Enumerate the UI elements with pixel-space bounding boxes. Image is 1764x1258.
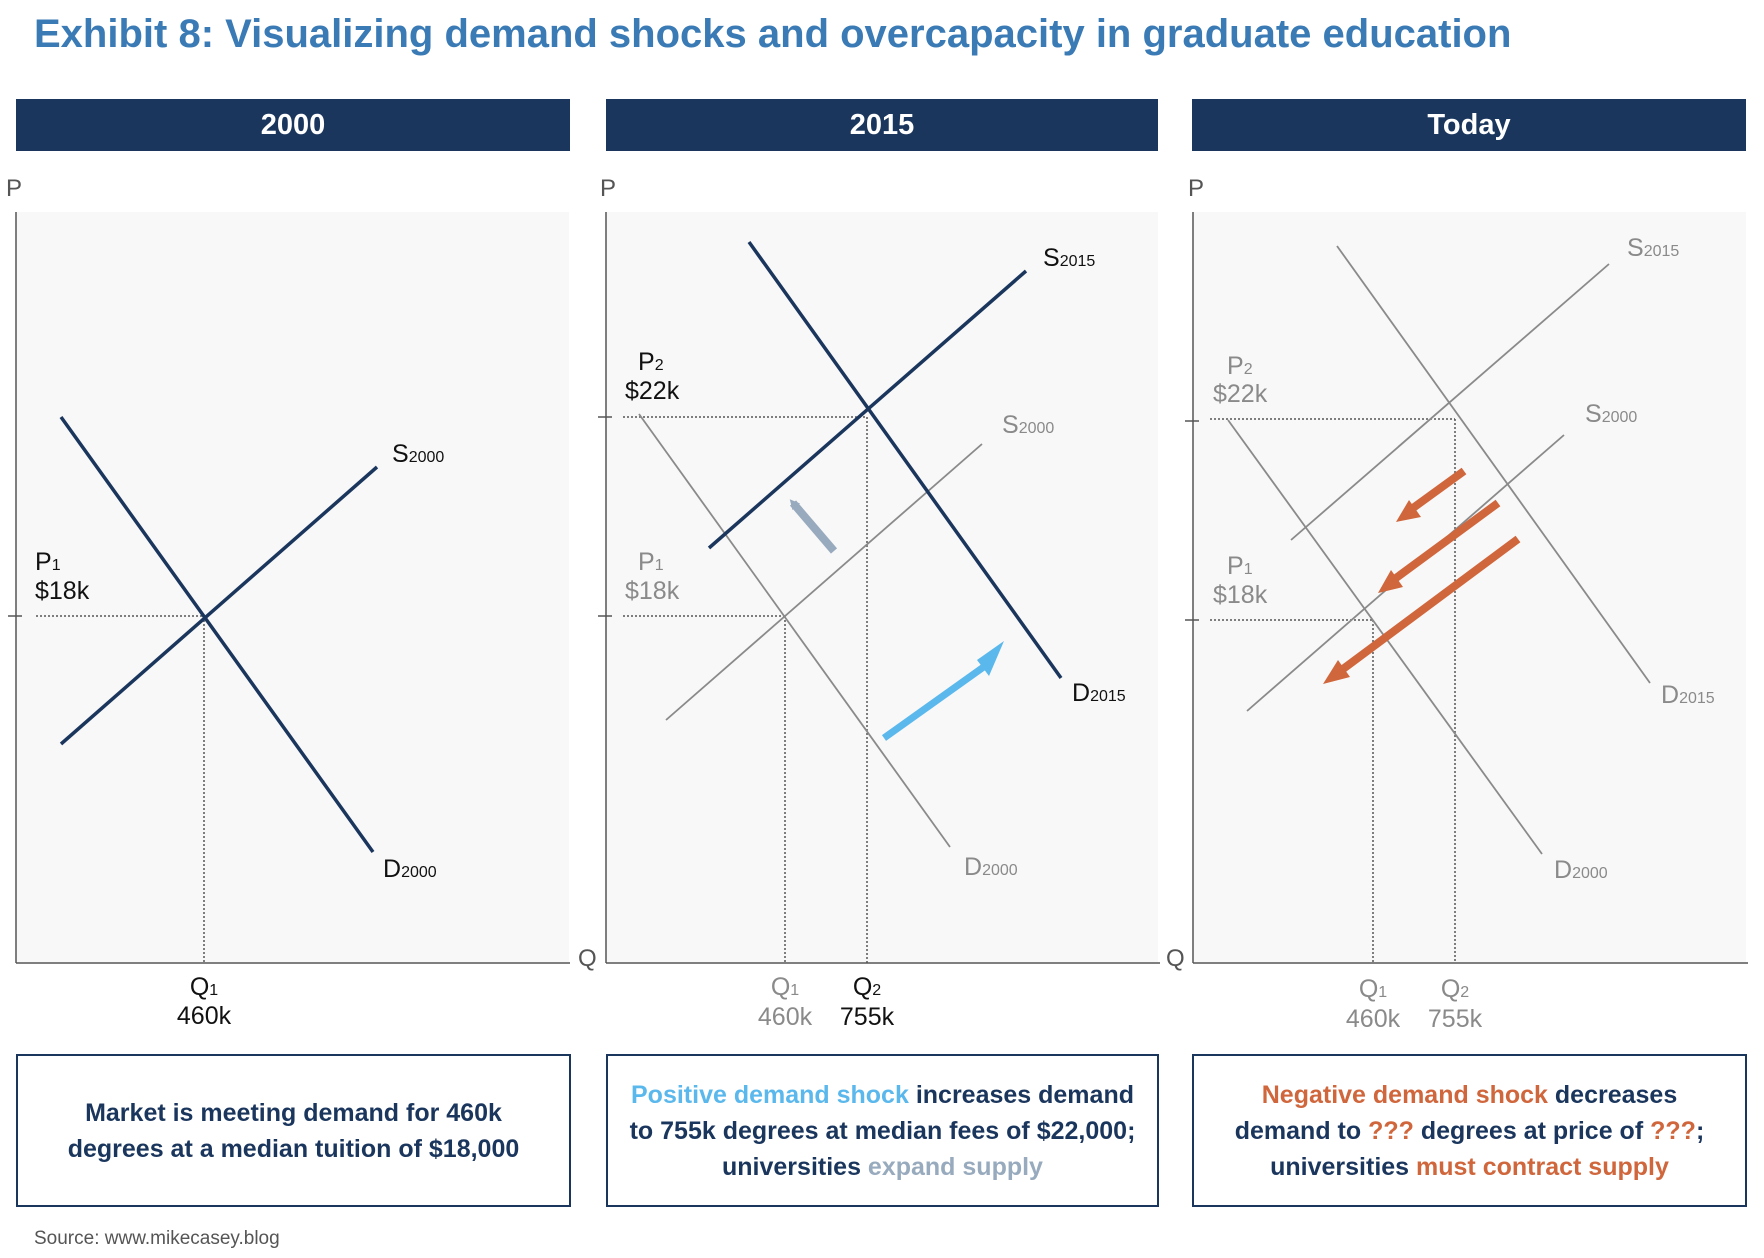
- supply-2000-label: S2000: [1002, 411, 1054, 439]
- supply-2015-line: [1290, 263, 1610, 541]
- caption-text: universities: [722, 1152, 868, 1181]
- p1-label: P1: [35, 548, 61, 576]
- demand-2000-label: D2000: [383, 855, 437, 883]
- demand-2015-label: D2015: [1072, 679, 1126, 707]
- p1-value: $18k: [35, 577, 90, 605]
- negative-shock-arrow-1: [1410, 467, 1467, 512]
- demand-2015-line: [747, 240, 1063, 680]
- page-title: Exhibit 8: Visualizing demand shocks and…: [34, 12, 1512, 56]
- caption-highlight: ???: [1368, 1116, 1414, 1145]
- demand-2000-label: D2000: [1554, 856, 1608, 884]
- q1-label: Q1: [771, 973, 799, 1001]
- supply-2000-line: [665, 443, 983, 721]
- negative-shock-arrow-3: [1340, 535, 1521, 673]
- caption-line: degrees at a median tuition of $18,000: [67, 1134, 520, 1163]
- p2-value: $22k: [1213, 380, 1268, 408]
- q1-label: Q1: [190, 973, 218, 1001]
- caption-text: ;: [1695, 1116, 1705, 1145]
- demand-2015-label: D2015: [1661, 681, 1715, 709]
- q1-value: 460k: [758, 1003, 813, 1031]
- panel-2000-chart: P Q S2000 D2000 P1 $18k Q1 460k: [6, 175, 597, 1030]
- panel-header-2000: 2000: [16, 99, 570, 151]
- caption-highlight: Positive demand shock: [631, 1080, 909, 1109]
- caption-text: universities: [1270, 1152, 1417, 1181]
- caption-text: demand to: [1234, 1116, 1369, 1145]
- caption-highlight: must contract supply: [1416, 1152, 1669, 1181]
- y-axis-label: P: [6, 175, 22, 202]
- q1-value: 460k: [1346, 1005, 1401, 1033]
- q2-label: Q2: [1441, 975, 1469, 1003]
- p1-label: P1: [1227, 552, 1253, 580]
- caption-text: increases demand: [908, 1080, 1134, 1109]
- x-axis-label: Q: [1166, 945, 1185, 972]
- caption-line: Market is meeting demand for 460k: [85, 1098, 502, 1127]
- demand-shock-arrow: [881, 663, 988, 741]
- q2-value: 755k: [840, 1003, 895, 1031]
- caption-line: to 755k degrees at median fees of $22,00…: [629, 1116, 1136, 1145]
- panel-header-today: Today: [1192, 99, 1746, 151]
- plot-area: [606, 212, 1158, 962]
- demand-2000-line: [638, 413, 951, 848]
- caption-text: degrees at price of: [1413, 1116, 1651, 1145]
- demand-2000-line: [59, 415, 375, 854]
- negative-shock-arrow-1-head: [1396, 500, 1421, 522]
- panel-today-chart: P S2015 S2000 D2015 D2000 P2 $22k P1 $18…: [1185, 175, 1748, 1033]
- expand-supply-arrow: [789, 499, 838, 554]
- p1-value: $18k: [625, 577, 680, 605]
- plot-area: [16, 212, 569, 962]
- negative-shock-arrow-2: [1393, 499, 1501, 582]
- source-note: Source: www.mikecasey.blog: [34, 1228, 280, 1249]
- supply-2015-label: S2015: [1043, 244, 1095, 272]
- caption-2000: Market is meeting demand for 460k degree…: [16, 1054, 571, 1207]
- negative-shock-arrow-3-head: [1323, 660, 1350, 684]
- q2-label: Q2: [853, 973, 881, 1001]
- panel-header-2015: 2015: [606, 99, 1158, 151]
- x-axis-label: Q: [578, 945, 597, 972]
- caption-highlight: ???: [1650, 1116, 1696, 1145]
- panel-2015-chart: P Q S2015 S2000 D2015 D2000 P2 $22k P1 $…: [598, 175, 1185, 1031]
- supply-2000-line: [59, 465, 379, 746]
- p2-label: P2: [1227, 352, 1253, 380]
- plot-area: [1193, 212, 1746, 962]
- p2-label: P2: [638, 348, 664, 376]
- demand-2015-line: [1336, 245, 1651, 684]
- caption-highlight: expand supply: [867, 1152, 1043, 1181]
- caption-today: Negative demand shock decreases demand t…: [1192, 1054, 1747, 1207]
- q2-value: 755k: [1428, 1005, 1483, 1033]
- caption-highlight: Negative demand shock: [1261, 1080, 1548, 1109]
- p1-label: P1: [638, 548, 664, 576]
- caption-text: decreases: [1547, 1080, 1678, 1109]
- p1-value: $18k: [1213, 581, 1268, 609]
- supply-2000-label: S2000: [1585, 400, 1637, 428]
- q1-value: 460k: [177, 1002, 232, 1030]
- q1-label: Q1: [1359, 975, 1387, 1003]
- negative-shock-arrow-2-head: [1378, 570, 1403, 593]
- caption-2015: Positive demand shock increases demand t…: [606, 1054, 1159, 1207]
- y-axis-label: P: [1188, 175, 1204, 202]
- y-axis-label: P: [600, 175, 616, 202]
- demand-2000-label: D2000: [964, 853, 1018, 881]
- p2-value: $22k: [625, 377, 680, 405]
- supply-2015-label: S2015: [1627, 234, 1679, 262]
- supply-2000-label: S2000: [392, 440, 444, 468]
